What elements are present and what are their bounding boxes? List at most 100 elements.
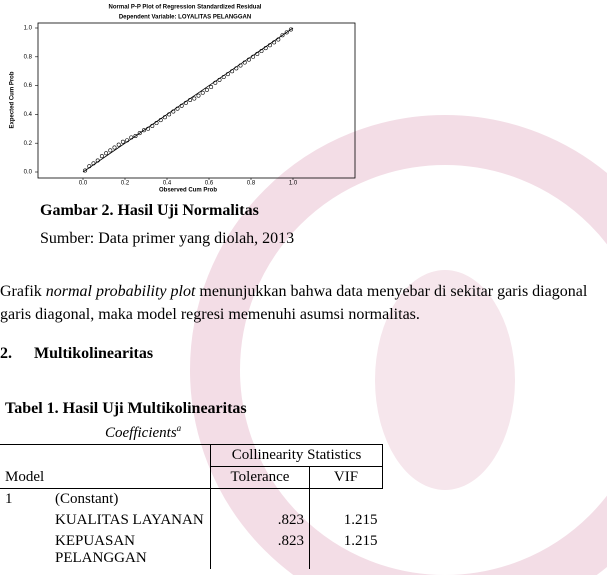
point xyxy=(192,96,197,101)
point xyxy=(221,74,226,79)
cell: KUALITAS LAYANAN xyxy=(55,512,204,528)
point xyxy=(162,115,167,120)
watermark-emblem xyxy=(375,270,515,490)
chart-title: Normal P-P Plot of Regression Standardiz… xyxy=(109,5,262,11)
table-title: Coefficientsa xyxy=(105,423,181,442)
y-tick-label: 0.0 xyxy=(24,170,33,176)
point xyxy=(141,128,146,133)
y-tick-label: 0.6 xyxy=(24,83,33,89)
point xyxy=(217,77,222,82)
text: menunjukkan bahwa data menyebar di sekit… xyxy=(195,283,588,300)
point xyxy=(263,46,268,51)
header-cell: VIF xyxy=(309,466,383,489)
cell xyxy=(210,488,310,510)
cell: (Constant) xyxy=(55,491,119,507)
pp-plot: Normal P-P Plot of Regression Standardiz… xyxy=(10,5,356,194)
x-tick-label: 0.0 xyxy=(79,181,88,187)
point xyxy=(120,139,125,144)
point xyxy=(251,54,256,59)
y-tick-label: 0.8 xyxy=(24,54,33,60)
point xyxy=(242,60,247,65)
point xyxy=(234,66,239,71)
cell: KEPUASAN PELANGGAN xyxy=(55,533,147,566)
point xyxy=(288,27,293,32)
point xyxy=(91,161,96,166)
superscript: a xyxy=(176,423,182,433)
point xyxy=(230,69,235,74)
y-tick-label: 1.0 xyxy=(24,26,33,32)
x-axis-label: Observed Cum Prob xyxy=(159,188,217,194)
section-heading: 2. Multikolinearitas xyxy=(0,345,153,363)
point xyxy=(255,51,260,56)
point xyxy=(259,49,264,54)
y-axis-label: Expected Cum Prob xyxy=(10,71,16,128)
point xyxy=(284,30,289,35)
figure-caption: Gambar 2. Hasil Uji Normalitas xyxy=(40,202,259,219)
x-tick-label: 1.0 xyxy=(289,181,298,187)
cell: .823 xyxy=(210,510,310,531)
x-tick-label: 0.8 xyxy=(247,181,256,187)
point xyxy=(175,106,180,111)
header-cell: Tolerance xyxy=(210,466,310,489)
table-row: KEPUASAN PELANGGAN .823 1.215 xyxy=(0,531,383,569)
text-italic: normal probability plot xyxy=(45,283,196,300)
point xyxy=(125,138,130,143)
x-tick-label: 0.6 xyxy=(205,181,214,187)
cell xyxy=(0,510,50,531)
point xyxy=(238,63,243,68)
cell: 1.215 xyxy=(309,531,383,569)
cell: .823 xyxy=(210,531,310,569)
point xyxy=(137,131,142,136)
point xyxy=(99,154,104,159)
cell: 1.215 xyxy=(309,510,383,531)
point xyxy=(146,126,151,131)
point xyxy=(179,103,184,108)
paragraph-line: garis diagonal, maka model regresi memen… xyxy=(0,306,420,323)
point xyxy=(213,80,218,85)
section-number: 2. xyxy=(0,345,12,362)
figure-source: Sumber: Data primer yang diolah, 2013 xyxy=(40,230,295,247)
chart-subtitle: Dependent Variable: LOYALITAS PELANGGAN xyxy=(119,15,251,21)
coefficients-table: Collinearity Statistics Model Tolerance … xyxy=(0,444,383,569)
point xyxy=(116,142,121,147)
point xyxy=(171,109,176,114)
point xyxy=(276,37,281,42)
point xyxy=(200,90,205,95)
cell xyxy=(0,531,50,569)
plot-frame xyxy=(37,22,356,179)
point xyxy=(95,158,100,163)
x-tick-label: 0.4 xyxy=(163,181,172,187)
header-cell: Model xyxy=(0,466,211,489)
x-tick-label: 0.2 xyxy=(121,181,130,187)
point xyxy=(280,33,285,38)
point xyxy=(204,87,209,92)
point xyxy=(108,148,113,153)
reference-line xyxy=(82,27,294,173)
cell xyxy=(0,444,211,467)
paragraph-line: Grafik normal probability plot menunjukk… xyxy=(0,283,587,301)
point xyxy=(129,135,134,140)
table-row: 1 (Constant) xyxy=(0,488,383,510)
header-cell: Collinearity Statistics xyxy=(210,444,383,467)
text: Coefficients xyxy=(105,425,177,441)
point xyxy=(272,40,277,45)
point xyxy=(150,123,155,128)
point xyxy=(267,43,272,48)
point xyxy=(183,100,188,105)
point xyxy=(246,57,251,62)
point xyxy=(167,112,172,117)
point xyxy=(133,134,138,139)
y-tick-label: 0.4 xyxy=(24,112,33,118)
cell: 1 xyxy=(5,491,13,507)
watermark-ring xyxy=(190,115,607,575)
point xyxy=(209,85,214,90)
point xyxy=(188,98,193,103)
text: Grafik xyxy=(0,283,46,300)
point xyxy=(225,72,230,77)
point xyxy=(83,168,88,173)
table-row: Collinearity Statistics xyxy=(0,444,383,467)
table-row: Model Tolerance VIF xyxy=(0,466,383,489)
table-row: KUALITAS LAYANAN .823 1.215 xyxy=(0,510,383,531)
point xyxy=(112,145,117,150)
